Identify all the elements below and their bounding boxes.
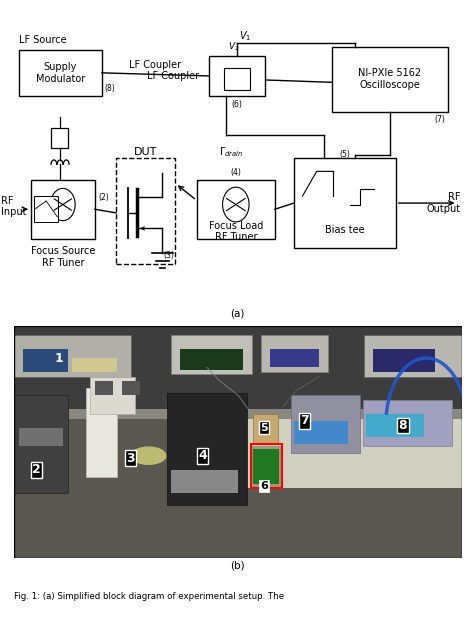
- Text: NI-PXIe 5162
Oscilloscope: NI-PXIe 5162 Oscilloscope: [358, 68, 421, 90]
- Bar: [166, 393, 247, 505]
- Text: RF
Output: RF Output: [427, 192, 461, 214]
- Bar: [332, 46, 448, 112]
- Bar: [14, 418, 462, 558]
- Bar: [197, 180, 275, 239]
- Bar: [14, 409, 462, 419]
- Text: (a): (a): [230, 308, 244, 318]
- Bar: [252, 446, 281, 489]
- Text: DUT: DUT: [134, 147, 157, 157]
- Text: (3): (3): [163, 250, 174, 260]
- Bar: [95, 381, 113, 396]
- Bar: [209, 56, 265, 96]
- Text: (5): (5): [339, 151, 350, 159]
- Text: (6): (6): [232, 100, 242, 108]
- Bar: [364, 335, 462, 376]
- Bar: [294, 421, 348, 444]
- Text: 6: 6: [260, 481, 268, 491]
- Bar: [270, 349, 319, 367]
- Text: (2): (2): [99, 193, 109, 202]
- Text: LF Coupler: LF Coupler: [147, 71, 199, 81]
- Bar: [366, 414, 424, 437]
- Bar: [14, 326, 462, 414]
- Bar: [14, 396, 68, 493]
- Bar: [291, 396, 360, 453]
- Bar: [23, 348, 68, 372]
- Bar: [19, 50, 102, 96]
- Bar: [116, 158, 175, 264]
- Text: 7: 7: [300, 414, 309, 427]
- Bar: [122, 381, 140, 396]
- Bar: [363, 400, 452, 446]
- Bar: [91, 376, 135, 414]
- Bar: [373, 348, 435, 372]
- Bar: [225, 68, 250, 90]
- Text: (8): (8): [104, 84, 115, 93]
- Bar: [14, 335, 131, 376]
- Bar: [171, 470, 238, 493]
- Text: 1: 1: [55, 352, 64, 365]
- Bar: [171, 335, 252, 374]
- Text: 8: 8: [399, 419, 407, 432]
- Text: RF
Input: RF Input: [1, 195, 27, 217]
- Text: $V_1$: $V_1$: [239, 29, 252, 43]
- Text: LF Coupler: LF Coupler: [129, 60, 181, 70]
- Text: (7): (7): [435, 115, 446, 124]
- Bar: [18, 428, 64, 446]
- Bar: [34, 196, 58, 222]
- Circle shape: [131, 446, 166, 465]
- Bar: [253, 449, 279, 484]
- Text: $\Gamma_{drain}$: $\Gamma_{drain}$: [219, 146, 243, 159]
- Text: Bias tee: Bias tee: [325, 225, 365, 235]
- Text: $V_2$: $V_2$: [228, 40, 240, 53]
- Text: 2: 2: [32, 463, 41, 476]
- Bar: [180, 348, 243, 370]
- Bar: [31, 180, 95, 239]
- Text: (4): (4): [230, 168, 241, 177]
- Text: Focus Load
RF Tuner: Focus Load RF Tuner: [209, 221, 263, 242]
- Bar: [86, 388, 117, 477]
- Bar: [73, 358, 117, 372]
- Text: 3: 3: [127, 451, 135, 464]
- Bar: [294, 158, 396, 248]
- Text: Fig. 1: (a) Simplified block diagram of experimental setup. The: Fig. 1: (a) Simplified block diagram of …: [14, 592, 284, 601]
- Text: 4: 4: [198, 450, 207, 462]
- Text: Focus Source
RF Tuner: Focus Source RF Tuner: [31, 246, 95, 268]
- Text: (b): (b): [230, 560, 244, 570]
- Bar: [261, 335, 328, 372]
- Bar: [251, 444, 282, 489]
- Bar: [253, 414, 278, 444]
- Text: 5: 5: [260, 423, 268, 433]
- Text: Supply
Modulator: Supply Modulator: [36, 62, 85, 84]
- Bar: [51, 128, 68, 148]
- Bar: [247, 418, 462, 489]
- Text: LF Source: LF Source: [19, 35, 66, 45]
